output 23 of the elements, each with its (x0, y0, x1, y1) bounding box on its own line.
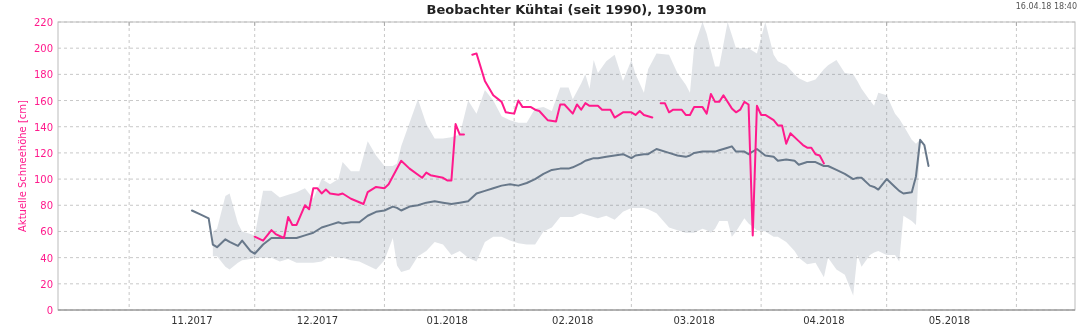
y-tick-label: 80 (40, 200, 53, 212)
y-tick-label: 220 (33, 17, 53, 28)
x-tick-label: 01.2018 (426, 315, 468, 325)
y-axis-title: Aktuelle Schneehöhe [cm] (17, 99, 28, 232)
x-tick-label: 11.2017 (171, 315, 213, 325)
y-tick-label: 60 (40, 226, 53, 238)
x-tick-label: 02.2018 (552, 315, 594, 325)
x-tick-label: 05.2018 (928, 315, 971, 325)
y-tick-label: 160 (33, 95, 53, 107)
y-tick-label: 180 (33, 69, 53, 81)
y-tick-label: 140 (33, 121, 53, 133)
x-tick-label: 03.2018 (673, 315, 715, 325)
y-tick-label: 20 (40, 278, 53, 290)
y-tick-label: 0 (46, 305, 53, 316)
y-tick-label: 100 (33, 174, 53, 186)
x-tick-label: 04.2018 (803, 315, 845, 325)
y-tick-label: 200 (33, 43, 53, 55)
x-tick-label: 12.2017 (296, 315, 339, 325)
line-series (190, 138, 930, 255)
chart-title: Beobachter Kühtai (seit 1990), 1930m (426, 2, 707, 17)
y-tick-label: 40 (40, 252, 53, 264)
y-tick-label: 120 (33, 147, 53, 159)
text: 16.04.18 18:40 (1015, 2, 1077, 11)
